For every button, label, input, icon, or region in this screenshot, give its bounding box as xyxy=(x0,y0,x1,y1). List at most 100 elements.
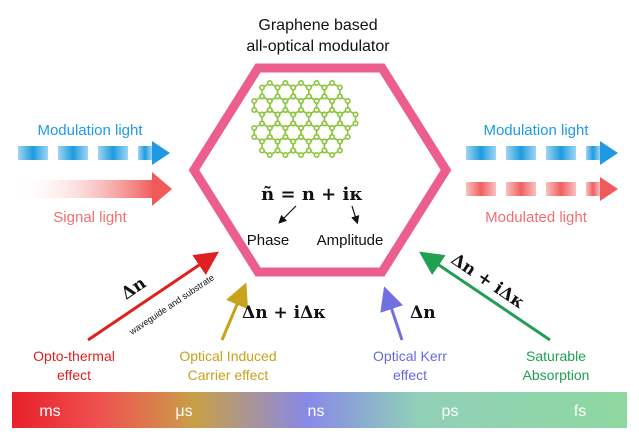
graphene-atom xyxy=(282,134,289,141)
graphene-atom xyxy=(352,111,359,118)
graphene-atom xyxy=(274,84,281,91)
graphene-atom xyxy=(313,152,320,159)
graphene-atom xyxy=(274,147,281,154)
phase-label: Phase xyxy=(247,232,290,249)
carrier-arrow xyxy=(220,282,249,341)
kerr-symbol: Δn xyxy=(410,303,436,323)
graphene-atom xyxy=(297,134,304,141)
graphene-atom xyxy=(266,98,273,105)
graphene-atom xyxy=(274,120,281,127)
graphene-atom xyxy=(290,147,297,154)
graphene-atom xyxy=(329,80,336,87)
graphene-atom xyxy=(344,107,351,114)
output-modulation-light-arrow xyxy=(466,141,618,165)
graphene-lattice-icon xyxy=(251,80,359,159)
timescale-ns: ns xyxy=(308,403,325,420)
phase-pointer-arrow xyxy=(278,205,297,224)
saturable-label-line-2: Absorption xyxy=(523,367,590,383)
graphene-atom xyxy=(329,98,336,105)
graphene-atom xyxy=(258,147,265,154)
thermal-label-line-1: Opto-thermal xyxy=(33,348,115,364)
graphene-atom xyxy=(290,138,297,145)
graphene-atom xyxy=(329,107,336,114)
thermal-label-line-2: effect xyxy=(57,367,91,383)
graphene-atom xyxy=(321,147,328,154)
graphene-atom xyxy=(274,111,281,118)
timescale-fs: fs xyxy=(574,403,586,420)
graphene-atom xyxy=(282,152,289,159)
graphene-atom xyxy=(305,147,312,154)
graphene-atom xyxy=(266,107,273,114)
graphene-atom xyxy=(329,125,336,132)
graphene-atom xyxy=(321,84,328,91)
output-modulation-light-label: Modulation light xyxy=(483,122,589,139)
output-modulated-light-arrow xyxy=(466,177,618,201)
graphene-atom xyxy=(282,107,289,114)
input-signal-light-label: Signal light xyxy=(53,209,127,226)
graphene-atom xyxy=(329,134,336,141)
graphene-atom xyxy=(297,98,304,105)
graphene-atom xyxy=(305,93,312,100)
graphene-atom xyxy=(290,120,297,127)
graphene-atom xyxy=(266,125,273,132)
graphene-atom xyxy=(313,125,320,132)
graphene-atom xyxy=(258,120,265,127)
graphene-atom xyxy=(336,138,343,145)
graphene-atom xyxy=(305,111,312,118)
graphene-atom xyxy=(336,111,343,118)
graphene-atom xyxy=(344,98,351,105)
graphene-atom xyxy=(266,152,273,159)
graphene-atom xyxy=(336,84,343,91)
graphene-atom xyxy=(297,107,304,114)
graphene-atom xyxy=(282,80,289,87)
graphene-atom xyxy=(290,111,297,118)
carrier-symbol: Δn + iΔκ xyxy=(242,303,326,323)
input-signal-light-arrow xyxy=(14,172,172,206)
graphene-atom xyxy=(258,111,265,118)
graphene-atom xyxy=(313,107,320,114)
graphene-atom xyxy=(274,93,281,100)
graphene-atom xyxy=(297,80,304,87)
carrier-label-line-1: Optical Induced xyxy=(179,348,276,364)
timescale-us: μs xyxy=(175,403,192,420)
graphene-atom xyxy=(266,80,273,87)
graphene-atom xyxy=(329,152,336,159)
graphene-atom xyxy=(313,98,320,105)
carrier-label-line-2: Carrier effect xyxy=(188,367,269,383)
title-line-1: Graphene based xyxy=(258,17,377,34)
graphene-atom xyxy=(251,125,258,132)
modulator-hexagon xyxy=(188,63,452,277)
input-modulation-light-arrow xyxy=(18,141,170,165)
graphene-atom xyxy=(305,84,312,91)
graphene-atom xyxy=(336,147,343,154)
kerr-arrow xyxy=(380,286,404,341)
graphene-atom xyxy=(313,134,320,141)
kerr-label-line-1: Optical Kerr xyxy=(373,348,447,364)
graphene-atom xyxy=(344,134,351,141)
graphene-atom xyxy=(336,93,343,100)
graphene-atom xyxy=(313,80,320,87)
graphene-atom xyxy=(266,134,273,141)
graphene-atom xyxy=(251,98,258,105)
graphene-atom xyxy=(282,98,289,105)
graphene-atom xyxy=(251,134,258,141)
graphene-atom xyxy=(352,120,359,127)
saturable-arrow xyxy=(419,251,551,342)
input-modulation-light-label: Modulation light xyxy=(37,122,143,139)
graphene-atom xyxy=(282,125,289,132)
graphene-atom xyxy=(258,138,265,145)
graphene-atom xyxy=(321,120,328,127)
saturable-symbol: Δn + iΔκ xyxy=(447,250,528,314)
thermal-symbol: Δn xyxy=(118,273,150,304)
graphene-atom xyxy=(321,93,328,100)
timescale-bar xyxy=(12,392,627,428)
graphene-atom xyxy=(297,125,304,132)
refractive-index-equation: ñ = n + iκ xyxy=(261,184,363,205)
kerr-label-line-2: effect xyxy=(393,367,427,383)
saturable-label-line-1: Saturable xyxy=(526,348,586,364)
graphene-atom xyxy=(321,111,328,118)
graphene-atom xyxy=(336,120,343,127)
graphene-atom xyxy=(290,93,297,100)
amplitude-pointer-arrow xyxy=(351,205,360,225)
